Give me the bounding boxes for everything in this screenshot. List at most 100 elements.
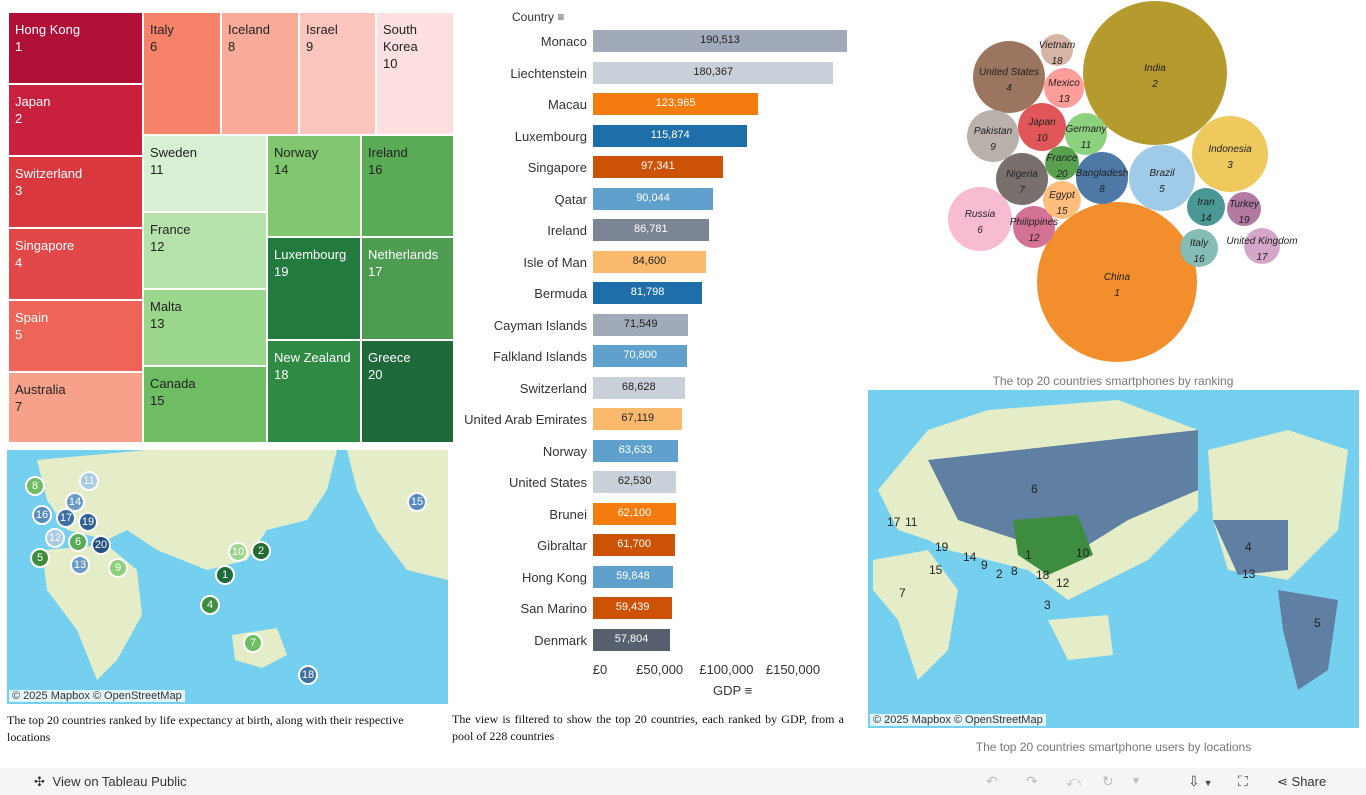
download-icon[interactable]: ⇩ ▼ bbox=[1188, 773, 1213, 789]
treemap-cell[interactable]: Sweden 11 bbox=[143, 135, 267, 212]
location-marker[interactable]: 11 bbox=[79, 471, 99, 491]
bar[interactable]: 63,633 bbox=[593, 439, 678, 462]
bar[interactable]: 90,044 bbox=[593, 187, 714, 210]
treemap-cell[interactable]: Iceland 8 bbox=[221, 12, 299, 135]
location-marker[interactable]: 12 bbox=[45, 528, 65, 548]
bubble-circle[interactable] bbox=[1192, 116, 1268, 192]
bubble[interactable]: Russia 6 bbox=[948, 187, 1012, 251]
bubble-circle[interactable] bbox=[967, 110, 1019, 162]
bubble-circle[interactable] bbox=[1044, 68, 1084, 108]
location-marker[interactable]: 19 bbox=[78, 512, 98, 532]
bubble-circle[interactable] bbox=[1076, 152, 1128, 204]
bar[interactable]: 67,119 bbox=[593, 408, 683, 430]
location-marker[interactable]: 10 bbox=[228, 542, 248, 562]
bar[interactable]: 86,781 bbox=[593, 219, 709, 241]
bar[interactable]: 62,100 bbox=[593, 502, 676, 525]
bar[interactable]: 61,700 bbox=[593, 534, 676, 556]
location-marker[interactable]: 1 bbox=[215, 565, 235, 585]
bar[interactable]: 59,848 bbox=[593, 565, 673, 588]
location-marker[interactable]: 16 bbox=[32, 505, 52, 525]
location-marker[interactable]: 13 bbox=[70, 555, 90, 575]
bar[interactable]: 81,798 bbox=[593, 282, 703, 304]
bubble-circle[interactable] bbox=[1244, 228, 1280, 264]
smartphone-users-map[interactable]: 6 17 11 19 14 15 9 1 2 8 18 10 12 3 7 4 13 5 © 2025 Mapbo… bbox=[868, 390, 1359, 728]
bubble-circle[interactable] bbox=[1180, 229, 1218, 267]
bubble[interactable]: Italy 16 bbox=[1180, 229, 1218, 267]
location-marker[interactable]: 5 bbox=[30, 548, 50, 568]
treemap-cell[interactable]: Spain 5 bbox=[8, 300, 143, 372]
bubble[interactable]: Brazil 5 bbox=[1129, 145, 1195, 211]
bar[interactable]: 180,367 bbox=[593, 61, 834, 84]
bubble-circle[interactable] bbox=[948, 187, 1012, 251]
bar[interactable]: 97,341 bbox=[593, 156, 723, 178]
bubble[interactable]: Nigeria 7 bbox=[996, 153, 1048, 205]
bubble-circle[interactable] bbox=[1018, 103, 1066, 151]
treemap-cell[interactable]: Switzerland 3 bbox=[8, 156, 143, 228]
bubble-circle[interactable] bbox=[1065, 113, 1107, 155]
undo-icon[interactable]: ↶ bbox=[986, 773, 998, 789]
treemap-cell[interactable]: Ireland 16 bbox=[361, 135, 454, 237]
bubble-circle[interactable] bbox=[1045, 146, 1079, 180]
treemap-cell[interactable]: Israel 9 bbox=[299, 12, 376, 135]
bubble[interactable]: France 20 bbox=[1045, 146, 1079, 180]
bar[interactable]: 68,628 bbox=[593, 376, 685, 399]
bubble[interactable]: India 2 bbox=[1083, 1, 1227, 145]
life-expectancy-map[interactable]: 8 11 14 16 17 19 12 6 5 20 13 9 10 2 1 4 7 18 15 © 2025 Ma… bbox=[7, 450, 448, 704]
treemap-cell[interactable]: Japan 2 bbox=[8, 84, 143, 156]
bubble[interactable]: China 1 bbox=[1037, 202, 1197, 362]
treemap-cell[interactable]: Australia 7 bbox=[8, 372, 143, 443]
location-marker[interactable]: 9 bbox=[108, 558, 128, 578]
location-marker[interactable]: 17 bbox=[56, 508, 76, 528]
location-marker[interactable]: 14 bbox=[65, 492, 85, 512]
bubble[interactable]: Bangladesh 8 bbox=[1076, 152, 1129, 204]
bubble-circle[interactable] bbox=[1083, 1, 1227, 145]
bubble[interactable]: Vietnam 18 bbox=[1039, 34, 1076, 67]
location-marker[interactable]: 7 bbox=[243, 633, 263, 653]
treemap-cell[interactable]: France 12 bbox=[143, 212, 267, 289]
treemap-cell[interactable]: New Zealand 18 bbox=[267, 340, 361, 443]
location-marker[interactable]: 6 bbox=[68, 532, 88, 552]
bubble[interactable]: Japan 10 bbox=[1018, 103, 1066, 151]
bar[interactable]: 59,439 bbox=[593, 597, 673, 619]
bar[interactable]: 70,800 bbox=[593, 345, 688, 367]
bubble[interactable]: Philippines 12 bbox=[1010, 206, 1058, 248]
view-on-tableau-button[interactable]: ✣ View on Tableau Public bbox=[34, 774, 186, 790]
treemap-cell[interactable]: South Korea 10 bbox=[376, 12, 454, 135]
treemap-cell[interactable]: Netherlands 17 bbox=[361, 237, 454, 340]
redo-icon[interactable]: ↷ bbox=[1026, 773, 1038, 789]
location-marker[interactable]: 18 bbox=[298, 665, 318, 685]
bubble[interactable]: Egypt 15 bbox=[1043, 181, 1081, 219]
bubble[interactable]: Indonesia 3 bbox=[1192, 116, 1268, 192]
map-attribution[interactable]: © 2025 Mapbox © OpenStreetMap bbox=[9, 690, 185, 702]
bubble[interactable]: Germany 11 bbox=[1065, 113, 1108, 155]
bubble[interactable]: Turkey 19 bbox=[1227, 192, 1261, 226]
fullscreen-icon[interactable]: ⛶ bbox=[1238, 773, 1248, 789]
bubble-circle[interactable] bbox=[1129, 145, 1195, 211]
chevron-down-icon[interactable]: ▼ bbox=[1131, 776, 1141, 787]
map-attribution[interactable]: © 2025 Mapbox © OpenStreetMap bbox=[870, 714, 1046, 726]
location-marker[interactable]: 8 bbox=[25, 476, 45, 496]
bubble-circle[interactable] bbox=[1037, 202, 1197, 362]
bubble-circle[interactable] bbox=[973, 41, 1045, 113]
bubble[interactable]: United States 4 bbox=[973, 41, 1045, 113]
bubble-circle[interactable] bbox=[1187, 188, 1225, 226]
bar[interactable]: 123,965 bbox=[593, 93, 759, 115]
bubble-circle[interactable] bbox=[1041, 34, 1073, 66]
bubble[interactable]: Mexico 13 bbox=[1044, 68, 1084, 108]
treemap-cell[interactable]: Malta 13 bbox=[143, 289, 267, 366]
bar[interactable]: 57,804 bbox=[593, 628, 671, 651]
bar[interactable]: 190,513 bbox=[593, 30, 848, 52]
bubble[interactable]: United Kingdom 17 bbox=[1226, 228, 1298, 264]
bubble-circle[interactable] bbox=[996, 153, 1048, 205]
bar[interactable]: 115,874 bbox=[593, 124, 748, 147]
bubble[interactable]: Pakistan 9 bbox=[967, 110, 1019, 162]
share-button[interactable]: ⋖ Share bbox=[1277, 774, 1326, 790]
bar[interactable]: 71,549 bbox=[593, 313, 689, 336]
refresh-icon[interactable]: ↻ bbox=[1102, 773, 1114, 789]
bubble-circle[interactable] bbox=[1013, 206, 1055, 248]
treemap-cell[interactable]: Singapore 4 bbox=[8, 228, 143, 300]
treemap-cell[interactable]: Hong Kong 1 bbox=[8, 12, 143, 84]
treemap-cell[interactable]: Luxembourg 19 bbox=[267, 237, 361, 340]
revert-icon[interactable]: ⤺ bbox=[1066, 773, 1081, 789]
location-marker[interactable]: 20 bbox=[91, 535, 111, 555]
